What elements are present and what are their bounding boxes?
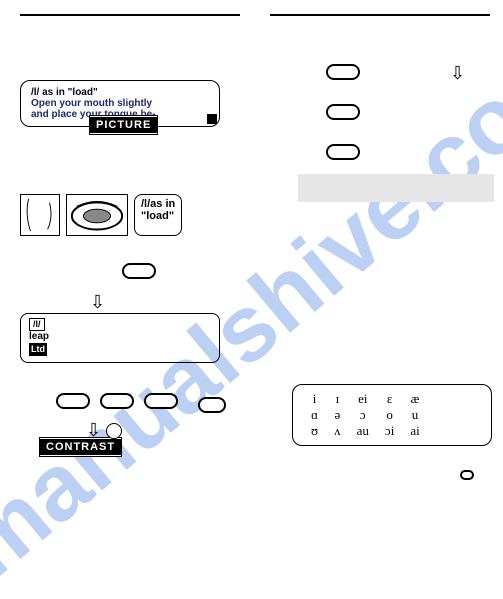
mouth-side-label: /l/as in "load" (134, 194, 182, 236)
arrow-down-icon: ⇩ (86, 421, 101, 439)
ipa-cell[interactable]: ə (326, 407, 349, 423)
ipa-cell[interactable]: o (377, 407, 402, 423)
example-panel: /l/ leap Ltd (20, 313, 220, 363)
callout-icon (207, 114, 217, 124)
right-key-button[interactable] (460, 470, 474, 480)
mouth-side-line1: /l/as in (141, 198, 175, 210)
ipa-cell[interactable]: ai (402, 423, 427, 439)
ipa-cell[interactable]: ɛ (377, 391, 402, 407)
rule (270, 14, 490, 16)
right-key-button[interactable] (326, 144, 360, 160)
picture-label: PICTURE (90, 116, 157, 134)
ipa-cell[interactable]: ʊ (303, 423, 326, 439)
ipa-cell[interactable]: i (303, 391, 326, 407)
ipa-vowel-table: iɪeiɛæ ɑəɔou ʊʌauɔiai (292, 384, 492, 446)
mouth-side-line2: "load" (141, 210, 175, 222)
ipa-cell[interactable]: ʌ (326, 423, 349, 439)
page: manualshive.com /l/ as in "load" Open yo… (0, 0, 503, 503)
ipa-cell[interactable]: ei (349, 391, 377, 407)
right-key-button[interactable] (326, 64, 360, 80)
example-word: leap (29, 331, 49, 342)
speaker-circle-icon (106, 423, 122, 439)
left-key-button[interactable] (198, 397, 226, 413)
arrow-down-icon: ⇩ (90, 293, 105, 311)
left-key-button[interactable] (122, 263, 156, 279)
left-key-button[interactable] (56, 393, 90, 409)
right-column (270, 14, 490, 26)
ipa-cell[interactable]: ɔi (377, 423, 402, 439)
ipa-cell[interactable]: æ (402, 391, 427, 407)
ipa-cell[interactable]: au (349, 423, 377, 439)
ipa-cell[interactable]: u (402, 407, 427, 423)
mouth-wide-icon (66, 194, 128, 236)
left-column (20, 14, 240, 26)
mouth-side-profile (20, 194, 60, 236)
ipa-cell[interactable]: ɪ (326, 391, 349, 407)
phoneme-title: /l/ as in "load" (31, 87, 209, 98)
rule (20, 14, 240, 16)
contrast-label: CONTRAST (40, 438, 121, 456)
arrow-down-icon: ⇩ (450, 64, 465, 82)
left-key-button[interactable] (144, 393, 178, 409)
left-key-button[interactable] (100, 393, 134, 409)
ipa-cell[interactable]: ɔ (349, 407, 377, 423)
mouth-row: /l/as in "load" (20, 194, 182, 236)
example-small: /l/ (29, 318, 45, 331)
highlight-strip (298, 174, 494, 202)
right-key-button[interactable] (326, 104, 360, 120)
example-bar: Ltd (29, 343, 47, 356)
ipa-cell[interactable]: ɑ (303, 407, 326, 423)
phoneme-line-2: Open your mouth slightly (31, 98, 209, 109)
